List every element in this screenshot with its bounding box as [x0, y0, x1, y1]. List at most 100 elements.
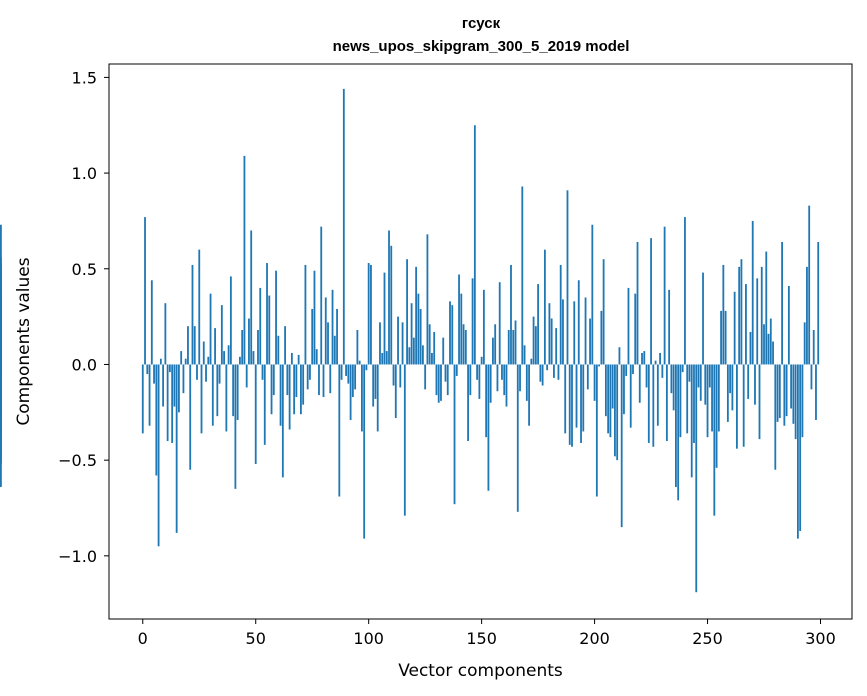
bar-component-203 — [600, 310, 603, 365]
bar-component-undefined — [0, 364, 2, 430]
bar-component-262 — [733, 291, 736, 365]
bar-component-79 — [320, 226, 323, 365]
bar-component-7 — [157, 364, 160, 547]
bar-component-235 — [672, 364, 675, 411]
y-tick-label-1: −0.5 — [58, 451, 97, 470]
bar-component-264 — [738, 266, 741, 365]
bar-component-252 — [711, 364, 713, 432]
bar-component-129 — [433, 331, 436, 365]
bar-component-206 — [607, 364, 610, 434]
bar-component-57 — [270, 364, 273, 415]
bar-component-100 — [367, 263, 370, 365]
bar-component-61 — [279, 364, 282, 426]
bar-component-250 — [706, 364, 709, 438]
bar-component-184 — [557, 364, 560, 380]
bar-component-216 — [629, 364, 632, 428]
bar-component-122 — [417, 293, 420, 365]
bar-component-126 — [426, 234, 429, 365]
y-tick-label-5: 1.5 — [72, 68, 97, 87]
bar-component-244 — [693, 364, 695, 443]
bar-component-220 — [638, 364, 641, 403]
bar-component-164 — [512, 330, 515, 365]
bar-component-181 — [550, 318, 553, 365]
bar-component-42 — [236, 364, 239, 420]
bar-component-89 — [342, 88, 345, 365]
bar-component-150 — [480, 356, 483, 365]
bar-component-undefined — [0, 364, 2, 373]
bar-component-72 — [304, 264, 307, 365]
bar-component-254 — [715, 364, 718, 468]
bar-component-107 — [383, 272, 386, 365]
bar-component-154 — [489, 364, 492, 403]
y-axis-ticks: −1.0 −0.5 0.0 0.5 1.0 1.5 — [58, 68, 109, 566]
bar-component-289 — [794, 364, 797, 440]
bar-component-55 — [266, 263, 268, 365]
bar-component-148 — [476, 364, 479, 380]
bar-component-6 — [155, 364, 158, 476]
bar-component-16 — [178, 364, 180, 413]
bar-component-69 — [297, 354, 300, 365]
bar-component-284 — [783, 364, 786, 426]
bar-component-21 — [189, 364, 192, 470]
bar-component-33 — [216, 364, 219, 417]
bar-component-3 — [148, 364, 151, 426]
bar-component-74 — [309, 364, 311, 380]
bar-component-60 — [277, 335, 280, 365]
bar-component-270 — [751, 220, 754, 365]
bar-component-249 — [704, 364, 707, 405]
bar-component-63 — [284, 326, 286, 365]
bar-component-92 — [349, 364, 352, 420]
bar-component-27 — [202, 341, 205, 365]
bar-component-53 — [261, 364, 264, 380]
bar-component-199 — [591, 224, 594, 365]
bar-component-173 — [532, 316, 535, 365]
bar-component-236 — [675, 364, 677, 487]
bar-component-170 — [525, 364, 528, 401]
bar-component-162 — [507, 330, 510, 365]
bar-component-113 — [397, 316, 399, 365]
bar-component-136 — [449, 301, 451, 365]
x-tick-label-300: 300 — [805, 629, 836, 648]
bar-component-59 — [275, 270, 277, 365]
bar-component-109 — [388, 230, 390, 365]
y-tick-label-4: 1.0 — [72, 164, 97, 183]
bar-component-271 — [754, 364, 756, 405]
bar-component-10 — [164, 303, 167, 365]
bar-component-217 — [632, 364, 634, 375]
bar-component-272 — [756, 278, 759, 365]
bar-component-266 — [742, 364, 745, 447]
bar-component-186 — [562, 299, 564, 365]
bar-component-177 — [541, 364, 544, 386]
bar-component-218 — [634, 293, 637, 365]
bar-component-115 — [401, 322, 404, 365]
bar-component-12 — [168, 364, 171, 373]
bar-component-undefined — [0, 224, 2, 365]
bar-component-39 — [229, 276, 232, 365]
bar-component-276 — [765, 251, 768, 365]
bar-component-283 — [781, 241, 783, 365]
bar-component-189 — [568, 364, 571, 445]
bar-component-213 — [623, 364, 625, 415]
bar-component-172 — [530, 358, 533, 365]
bar-component-127 — [428, 324, 431, 365]
bar-component-207 — [609, 364, 612, 438]
bar-component-219 — [636, 241, 639, 365]
bar-component-258 — [724, 310, 727, 365]
bar-component-40 — [232, 364, 235, 417]
bar-component-163 — [510, 264, 512, 365]
bar-component-299 — [817, 241, 820, 365]
y-tick-label-3: 0.5 — [72, 260, 97, 279]
y-tick-label-0: −1.0 — [58, 547, 97, 566]
bar-component-23 — [193, 326, 196, 365]
bar-component-187 — [564, 364, 567, 434]
bar-component-38 — [227, 345, 230, 365]
bar-component-54 — [263, 364, 266, 445]
bar-component-17 — [180, 351, 183, 365]
bar-component-215 — [627, 287, 630, 365]
bar-component-261 — [731, 364, 734, 411]
bar-component-84 — [331, 289, 334, 365]
bar-component-285 — [785, 364, 788, 417]
bar-component-201 — [595, 364, 598, 497]
bar-component-93 — [351, 364, 354, 397]
